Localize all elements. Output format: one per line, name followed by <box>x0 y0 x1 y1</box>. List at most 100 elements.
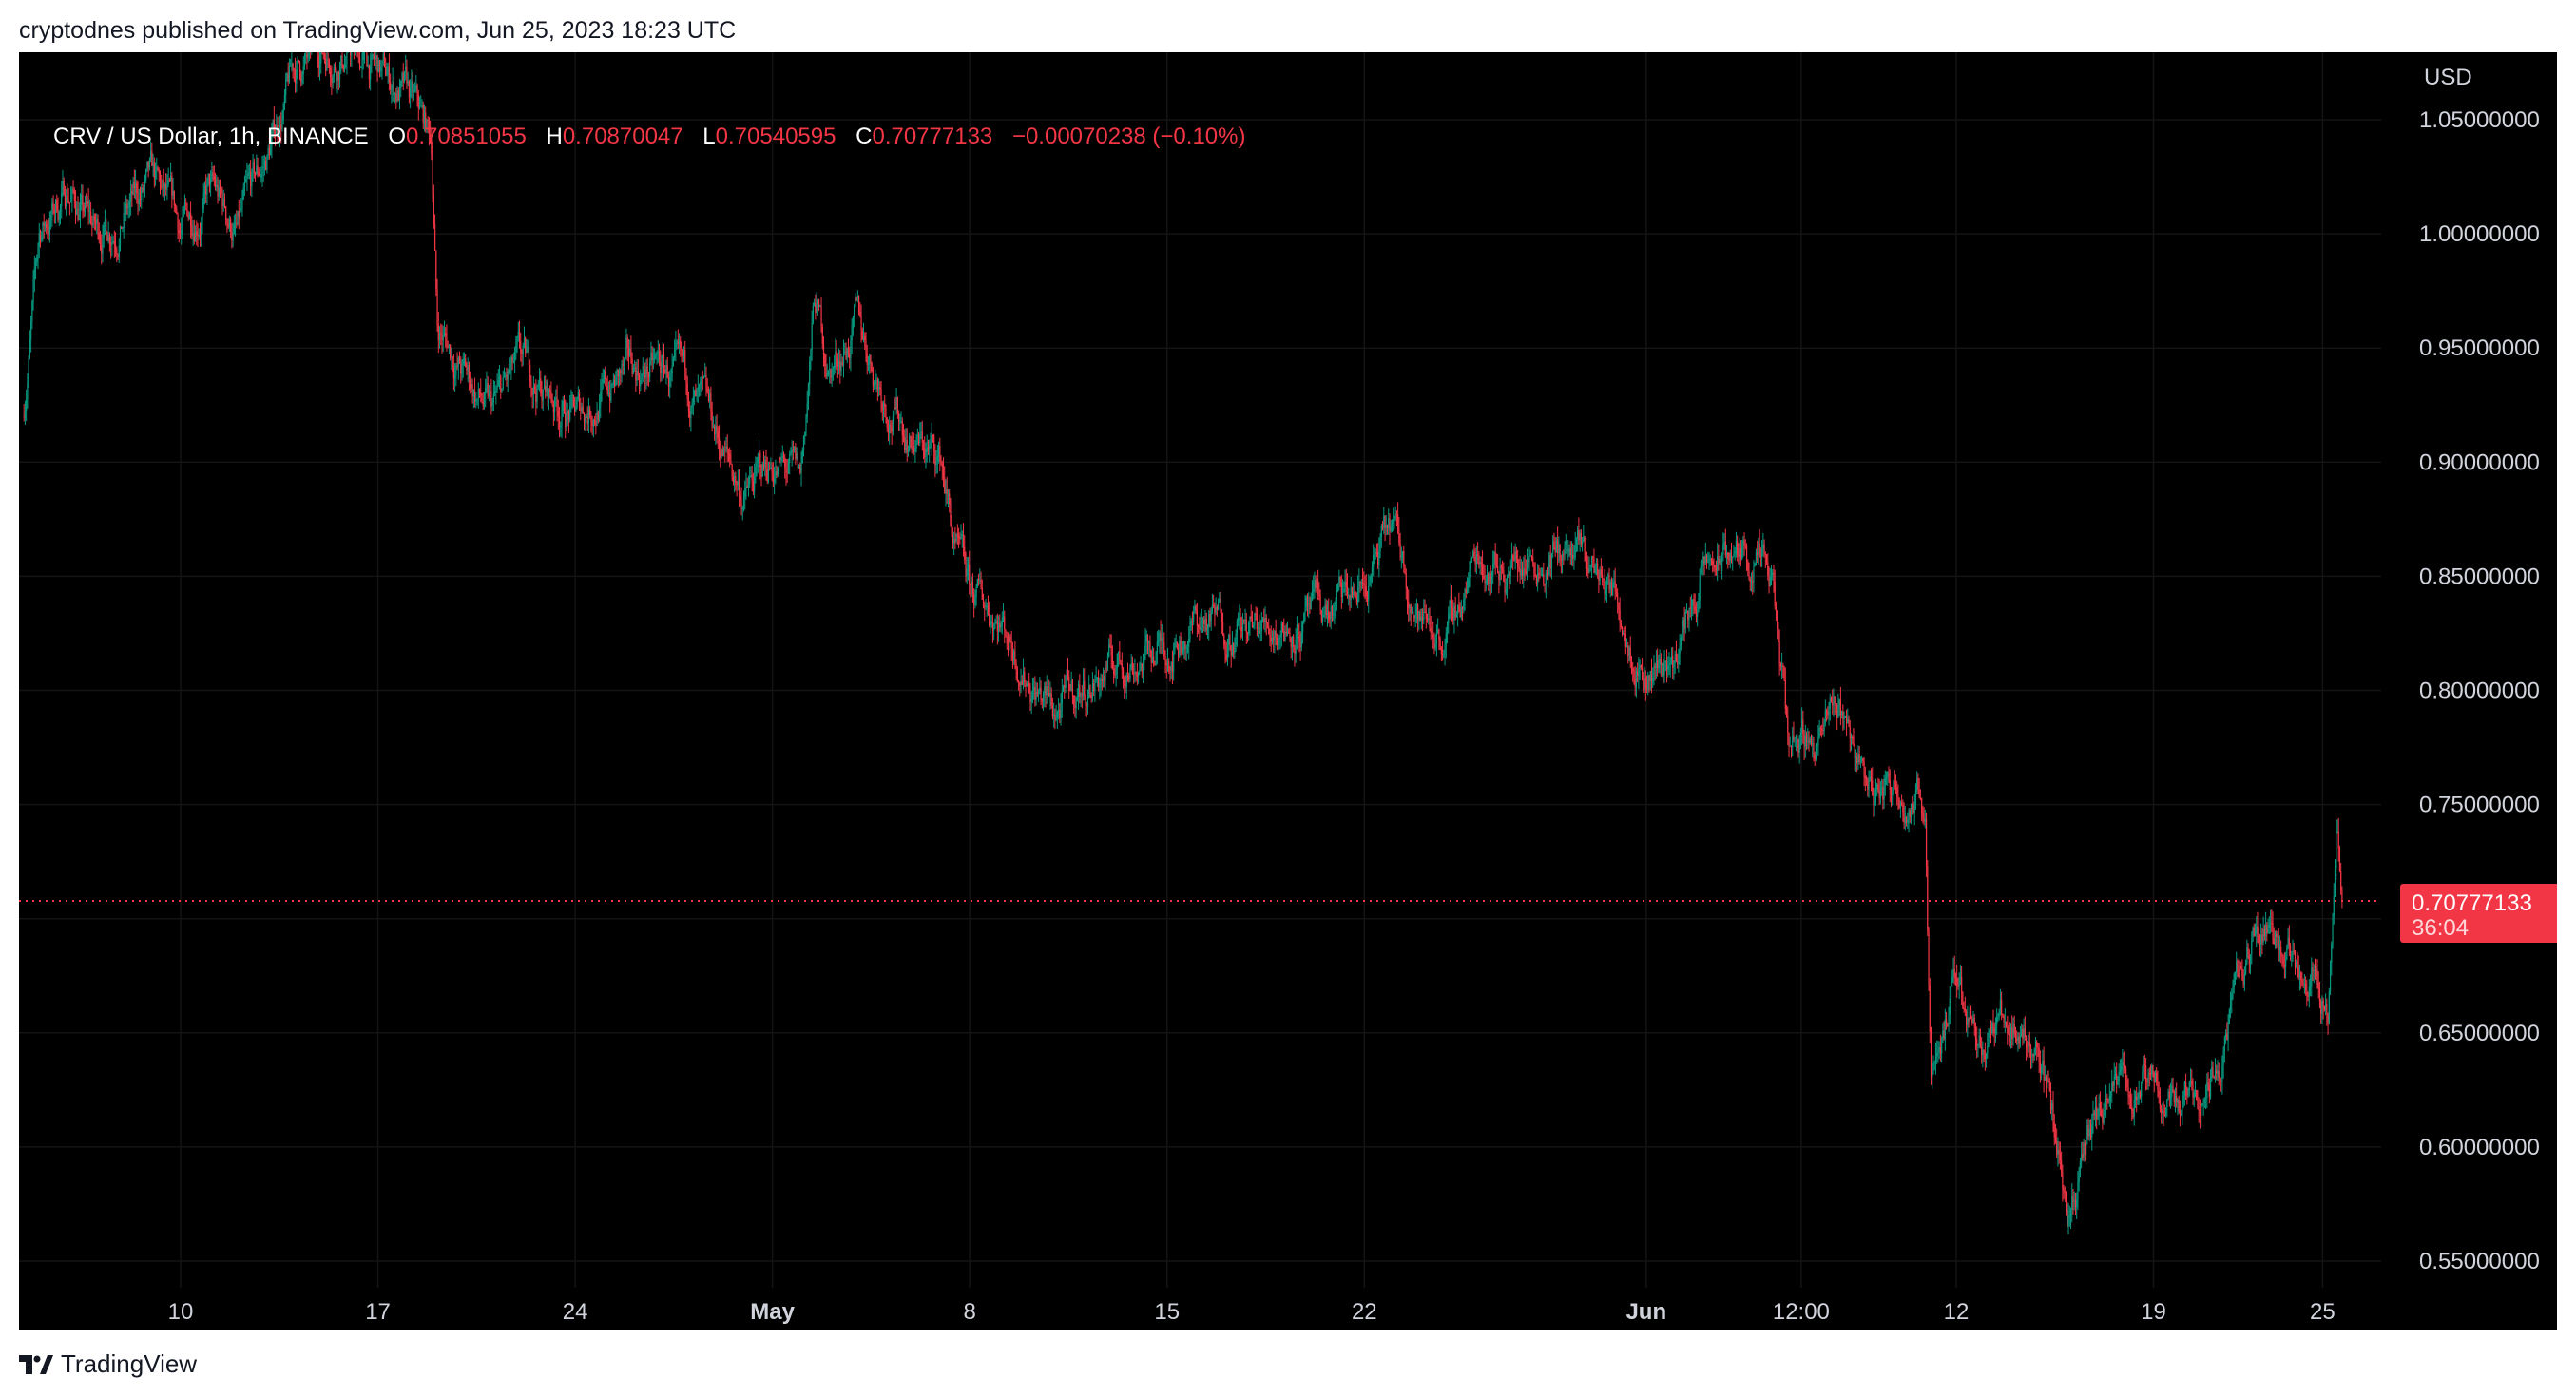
candle-body <box>921 431 923 443</box>
candle-body <box>556 397 558 411</box>
y-tick-label: 0.75000000 <box>2419 793 2540 818</box>
candle-body <box>176 208 178 214</box>
candle-body <box>1983 1049 1985 1054</box>
candle-body <box>954 539 956 542</box>
candle-body <box>555 397 557 399</box>
candle-body <box>601 382 603 392</box>
candle-body <box>985 605 987 608</box>
candle-body <box>1401 551 1404 557</box>
candle-body <box>240 208 242 210</box>
candle-body <box>1535 576 1538 584</box>
candle-body <box>949 493 951 505</box>
y-tick-label: 0.95000000 <box>2419 335 2540 361</box>
candle-body <box>378 60 381 71</box>
candle-body <box>334 67 336 70</box>
candle-body <box>1694 605 1696 611</box>
candle-body <box>2009 1027 2012 1036</box>
candle-body <box>1176 641 1178 649</box>
candle-body <box>1122 669 1125 678</box>
candle-body <box>997 622 1000 632</box>
candle-body <box>635 367 637 381</box>
low-label: L <box>702 124 716 149</box>
candle-body <box>1101 679 1103 682</box>
candle-body <box>291 63 293 67</box>
candle-body <box>1254 613 1256 626</box>
candle-body <box>711 411 713 428</box>
candle-body <box>1790 745 1793 748</box>
candle-body <box>394 93 396 96</box>
candle-body <box>962 534 965 547</box>
candle-body <box>2039 1062 2042 1073</box>
candle-body <box>171 175 173 196</box>
candle-body <box>1541 574 1544 576</box>
candle-body <box>228 219 230 228</box>
candle-body <box>852 317 854 325</box>
candle-body <box>2191 1081 2193 1085</box>
candle-body <box>1500 565 1502 568</box>
candle-body <box>1753 565 1755 583</box>
candle-body <box>1779 664 1781 667</box>
candle-body <box>1830 697 1833 703</box>
candle-body <box>2193 1092 2195 1098</box>
candle-body <box>1592 556 1594 558</box>
candle-body <box>900 421 902 423</box>
candle-body <box>1136 673 1138 677</box>
candle-body <box>984 606 986 608</box>
candle-body <box>1738 554 1740 558</box>
candle-body <box>557 411 559 417</box>
candle-body <box>594 419 596 422</box>
candle-body <box>1662 663 1663 666</box>
candle-body <box>1744 545 1746 546</box>
candle-body <box>1514 551 1516 562</box>
candle-body <box>1876 784 1878 791</box>
candle-body <box>2327 1013 2329 1024</box>
candle-body <box>1002 616 1005 618</box>
candle-body <box>716 425 718 431</box>
candle-body <box>1074 705 1076 708</box>
tradingview-logo[interactable]: TradingView <box>19 1349 197 1379</box>
candle-body <box>461 364 463 373</box>
candle-body <box>306 54 308 58</box>
candle-body <box>814 302 816 306</box>
candle-body <box>1223 635 1225 645</box>
candle-body <box>446 335 448 348</box>
candle-body <box>111 242 113 246</box>
candle-body <box>482 402 484 406</box>
candle-body <box>1053 714 1055 717</box>
candle-body <box>941 463 943 468</box>
candle-body <box>331 78 333 84</box>
candle-body <box>2151 1065 2153 1075</box>
candle-body <box>1818 727 1820 738</box>
candle-body <box>1163 642 1165 657</box>
candle-body <box>1489 573 1490 584</box>
candle-body <box>512 361 514 363</box>
candle-body <box>426 120 428 130</box>
candle-body <box>1268 625 1270 635</box>
candle-body <box>387 66 389 76</box>
candle-body <box>203 185 206 193</box>
candle-body <box>1727 552 1729 559</box>
candle-body <box>571 394 573 396</box>
candle-body <box>1371 566 1374 574</box>
candle-body <box>273 120 275 132</box>
candle-body <box>546 381 548 392</box>
candle-body <box>47 228 48 231</box>
candle-body <box>1695 610 1698 617</box>
candle-body <box>333 67 335 77</box>
candle-body <box>438 333 441 341</box>
candle-body <box>577 392 579 400</box>
candle-body <box>1226 644 1229 660</box>
candle-body <box>807 384 810 404</box>
candle-body <box>595 421 597 426</box>
candle-body <box>1794 737 1796 739</box>
candlestick-chart[interactable]: 1.050000001.000000000.950000000.90000000… <box>19 21 2562 1330</box>
candle-body <box>1429 618 1431 628</box>
candle-body <box>1549 555 1551 569</box>
candle-body <box>1028 680 1030 693</box>
candle-body <box>1095 679 1097 681</box>
candle-body <box>515 345 517 353</box>
chart-area[interactable]: 1.05000000 1.00000000 0.95000000 0.90000000… <box>19 21 2562 1330</box>
candle-body <box>1565 540 1567 545</box>
candle-body <box>1628 647 1630 657</box>
candle-body <box>722 449 725 457</box>
